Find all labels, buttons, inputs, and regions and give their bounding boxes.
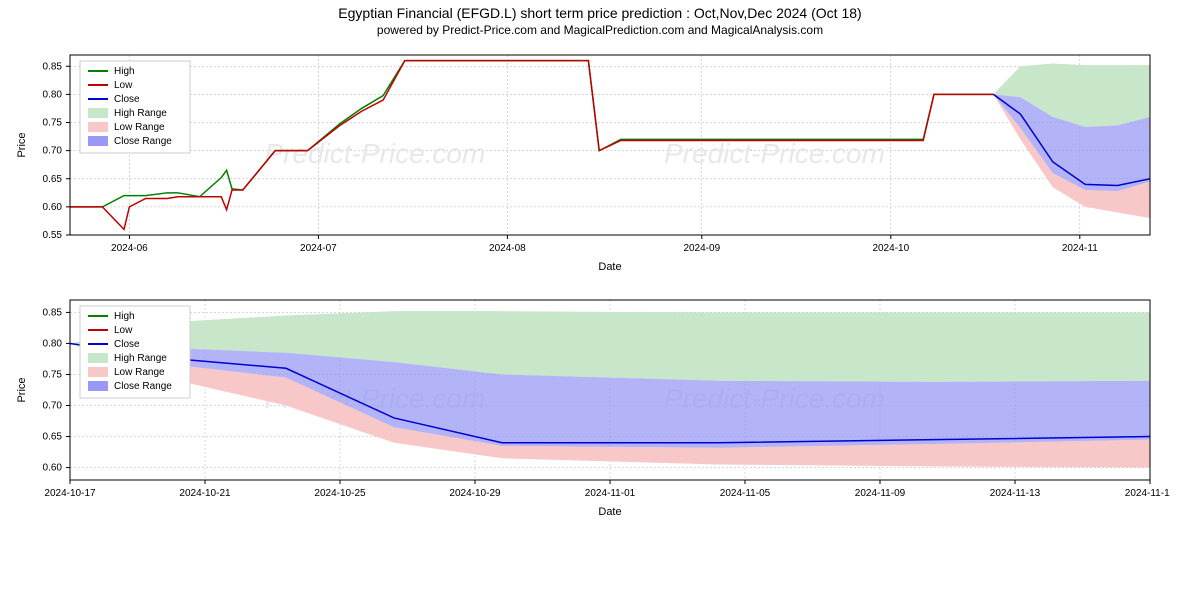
- x-axis-label: Date: [598, 261, 621, 273]
- legend-swatch: [88, 108, 108, 118]
- x-tick-label: 2024-11-13: [990, 488, 1041, 499]
- watermark-text: Predict-Price.com: [664, 138, 885, 169]
- y-tick-label: 0.65: [43, 432, 63, 443]
- chart-bottom: Predict-Price.comPredict-Price.com0.600.…: [10, 290, 1190, 520]
- legend-label: High: [114, 66, 135, 77]
- legend-swatch: [88, 122, 108, 132]
- legend-label: Low: [114, 325, 133, 336]
- y-tick-label: 0.75: [43, 118, 63, 129]
- x-tick-label: 2024-06: [111, 243, 148, 254]
- legend-label: High Range: [114, 353, 167, 364]
- y-tick-label: 0.85: [43, 307, 63, 318]
- legend-label: Low: [114, 80, 133, 91]
- y-tick-label: 0.80: [43, 89, 63, 100]
- legend-swatch: [88, 381, 108, 391]
- legend-label: Low Range: [114, 122, 165, 133]
- y-tick-label: 0.70: [43, 401, 63, 412]
- x-tick-label: 2024-11-17: [1125, 488, 1170, 499]
- legend-swatch: [88, 136, 108, 146]
- watermark-text: Predict-Price.com: [264, 138, 485, 169]
- x-tick-label: 2024-10-29: [449, 488, 501, 499]
- x-tick-label: 2024-11: [1062, 243, 1098, 254]
- y-tick-label: 0.85: [43, 61, 63, 72]
- y-tick-label: 0.60: [43, 202, 63, 213]
- chart-subtitle: powered by Predict-Price.com and Magical…: [10, 23, 1190, 37]
- chart-bottom-svg: Predict-Price.comPredict-Price.com0.600.…: [10, 290, 1170, 520]
- chart-top: Predict-Price.com Predict-Price.com 0.55 0.…: [10, 45, 1190, 275]
- y-tick-label: 0.65: [43, 174, 63, 185]
- x-tick-label: 2024-07: [300, 243, 337, 254]
- legend-label: Close: [114, 339, 140, 350]
- legend-label: Close: [114, 94, 140, 105]
- chart-top-svg: Predict-Price.com Predict-Price.com 0.55 0.…: [10, 45, 1170, 275]
- legend-label: Close Range: [114, 381, 172, 392]
- x-tick-label: 2024-11-05: [720, 488, 771, 499]
- x-tick-label: 2024-08: [489, 243, 526, 254]
- x-tick-label: 2024-11-09: [855, 488, 906, 499]
- x-tick-label: 2024-09: [683, 243, 720, 254]
- chart-title: Egyptian Financial (EFGD.L) short term p…: [10, 5, 1190, 21]
- y-axis-label: Price: [16, 377, 28, 402]
- x-tick-label: 2024-10: [872, 243, 909, 254]
- legend-label: Close Range: [114, 136, 172, 147]
- high-line: [70, 61, 993, 207]
- x-tick-label: 2024-10-17: [44, 488, 96, 499]
- legend-swatch: [88, 353, 108, 363]
- legend-swatch: [88, 367, 108, 377]
- y-tick-label: 0.70: [43, 146, 63, 157]
- y-axis-label: Price: [16, 132, 28, 157]
- legend-label: Low Range: [114, 367, 165, 378]
- y-tick-label: 0.55: [43, 230, 63, 241]
- y-tick-label: 0.80: [43, 338, 63, 349]
- legend-label: High: [114, 311, 135, 322]
- legend-label: High Range: [114, 108, 167, 119]
- y-tick-label: 0.60: [43, 463, 63, 474]
- x-axis-label: Date: [598, 506, 621, 518]
- x-tick-label: 2024-10-25: [314, 488, 366, 499]
- y-tick-label: 0.75: [43, 369, 63, 380]
- chart-container: Egyptian Financial (EFGD.L) short term p…: [0, 0, 1200, 600]
- x-tick-label: 2024-10-21: [179, 488, 231, 499]
- x-tick-label: 2024-11-01: [585, 488, 636, 499]
